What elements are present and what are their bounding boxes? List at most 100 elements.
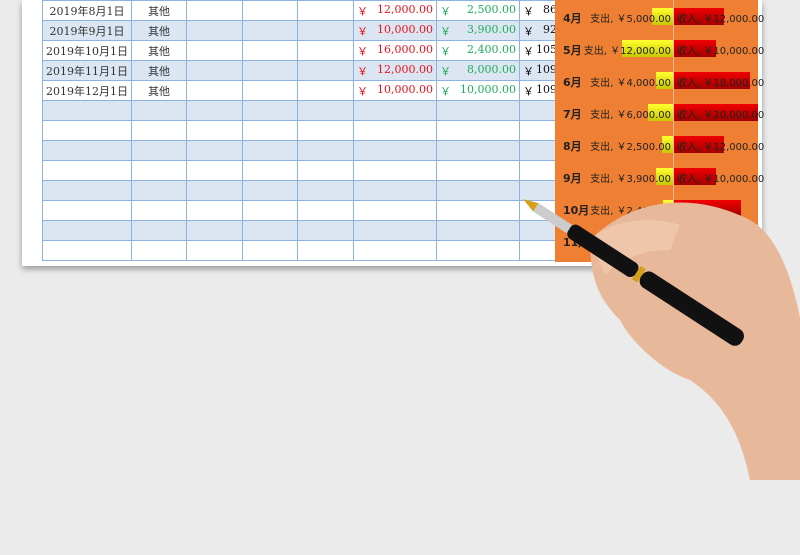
empty-cell[interactable] bbox=[242, 120, 298, 141]
empty-cell[interactable] bbox=[131, 140, 187, 161]
empty-cell[interactable] bbox=[242, 20, 298, 41]
empty-cell[interactable] bbox=[131, 120, 187, 141]
date-cell[interactable]: 2019年11月1日 bbox=[42, 60, 132, 81]
date-cell[interactable]: 2019年9月1日 bbox=[42, 20, 132, 41]
empty-cell[interactable] bbox=[131, 200, 187, 221]
income-cell[interactable]: ￥ 10,000.00 bbox=[353, 20, 437, 41]
type-cell[interactable]: 其他 bbox=[131, 80, 187, 101]
empty-cell[interactable] bbox=[242, 220, 298, 241]
empty-cell[interactable] bbox=[297, 240, 354, 261]
expense-cell[interactable]: ￥ 2,500.00 bbox=[436, 0, 520, 21]
type-cell[interactable]: 其他 bbox=[131, 40, 187, 61]
income-cell[interactable]: ￥ 12,000.00 bbox=[353, 60, 437, 81]
income-cell[interactable]: ￥ 12,000.00 bbox=[353, 0, 437, 21]
empty-cell[interactable] bbox=[436, 160, 520, 181]
expense-bar bbox=[651, 8, 673, 25]
income-bar bbox=[673, 104, 758, 121]
date-cell[interactable]: 2019年12月1日 bbox=[42, 80, 132, 101]
empty-cell[interactable] bbox=[436, 240, 520, 261]
income-cell[interactable]: ￥ 10,000.00 bbox=[353, 80, 437, 101]
month-label: 7月 bbox=[563, 108, 582, 121]
income-cell[interactable]: ￥ 16,000.00 bbox=[353, 40, 437, 61]
type-cell[interactable]: 其他 bbox=[131, 20, 187, 41]
empty-cell[interactable] bbox=[297, 140, 354, 161]
empty-cell[interactable] bbox=[242, 200, 298, 221]
empty-cell[interactable] bbox=[353, 160, 437, 181]
empty-cell[interactable] bbox=[131, 240, 187, 261]
empty-cell[interactable] bbox=[186, 120, 243, 141]
empty-cell[interactable] bbox=[297, 120, 354, 141]
empty-cell[interactable] bbox=[186, 80, 243, 101]
expense-cell[interactable]: ￥ 8,000.00 bbox=[436, 60, 520, 81]
empty-cell[interactable] bbox=[242, 60, 298, 81]
empty-cell[interactable] bbox=[353, 140, 437, 161]
empty-cell[interactable] bbox=[353, 100, 437, 121]
date-cell[interactable]: 2019年8月1日 bbox=[42, 0, 132, 21]
empty-cell[interactable] bbox=[186, 140, 243, 161]
empty-cell[interactable] bbox=[42, 100, 132, 121]
empty-cell[interactable] bbox=[436, 180, 520, 201]
empty-cell[interactable] bbox=[186, 200, 243, 221]
empty-cell[interactable] bbox=[297, 0, 354, 21]
empty-cell[interactable] bbox=[186, 160, 243, 181]
empty-cell[interactable] bbox=[242, 100, 298, 121]
income-value: 10,000.00 bbox=[377, 22, 433, 36]
empty-cell[interactable] bbox=[42, 160, 132, 181]
expense-cell[interactable]: ￥ 2,400.00 bbox=[436, 40, 520, 61]
empty-cell[interactable] bbox=[436, 100, 520, 121]
empty-cell[interactable] bbox=[42, 240, 132, 261]
empty-cell[interactable] bbox=[42, 200, 132, 221]
empty-cell[interactable] bbox=[42, 180, 132, 201]
empty-cell[interactable] bbox=[297, 100, 354, 121]
empty-cell[interactable] bbox=[353, 120, 437, 141]
empty-cell[interactable] bbox=[297, 160, 354, 181]
income-value: 12,000.00 bbox=[377, 62, 433, 76]
empty-cell[interactable] bbox=[42, 120, 132, 141]
empty-cell[interactable] bbox=[353, 240, 437, 261]
income-value: 16,000.00 bbox=[377, 42, 433, 56]
empty-cell[interactable] bbox=[242, 0, 298, 21]
empty-cell[interactable] bbox=[242, 180, 298, 201]
date: 2019年8月1日 bbox=[49, 4, 125, 18]
empty-cell[interactable] bbox=[353, 180, 437, 201]
empty-cell[interactable] bbox=[186, 220, 243, 241]
empty-cell[interactable] bbox=[297, 80, 354, 101]
empty-cell[interactable] bbox=[297, 40, 354, 61]
empty-cell[interactable] bbox=[131, 180, 187, 201]
empty-cell[interactable] bbox=[297, 60, 354, 81]
empty-cell[interactable] bbox=[42, 220, 132, 241]
empty-cell[interactable] bbox=[242, 80, 298, 101]
empty-cell[interactable] bbox=[353, 220, 437, 241]
empty-cell[interactable] bbox=[186, 100, 243, 121]
empty-cell[interactable] bbox=[186, 20, 243, 41]
expense-cell[interactable]: ￥ 10,000.00 bbox=[436, 80, 520, 101]
empty-cell[interactable] bbox=[186, 40, 243, 61]
empty-cell[interactable] bbox=[186, 240, 243, 261]
empty-cell[interactable] bbox=[297, 200, 354, 221]
empty-cell[interactable] bbox=[436, 200, 520, 221]
empty-cell[interactable] bbox=[297, 180, 354, 201]
empty-cell[interactable] bbox=[186, 60, 243, 81]
date-cell[interactable]: 2019年10月1日 bbox=[42, 40, 132, 61]
empty-cell[interactable] bbox=[297, 220, 354, 241]
empty-cell[interactable] bbox=[436, 220, 520, 241]
empty-cell[interactable] bbox=[242, 140, 298, 161]
table-row bbox=[42, 140, 603, 161]
empty-cell[interactable] bbox=[242, 240, 298, 261]
empty-cell[interactable] bbox=[242, 40, 298, 61]
income-data-label: 收入, ￥18,000.00 bbox=[677, 78, 765, 89]
empty-cell[interactable] bbox=[186, 180, 243, 201]
empty-cell[interactable] bbox=[186, 0, 243, 21]
empty-cell[interactable] bbox=[297, 20, 354, 41]
expense-cell[interactable]: ￥ 3,900.00 bbox=[436, 20, 520, 41]
empty-cell[interactable] bbox=[436, 140, 520, 161]
empty-cell[interactable] bbox=[42, 140, 132, 161]
empty-cell[interactable] bbox=[436, 120, 520, 141]
type-cell[interactable]: 其他 bbox=[131, 0, 187, 21]
empty-cell[interactable] bbox=[353, 200, 437, 221]
empty-cell[interactable] bbox=[131, 220, 187, 241]
type-cell[interactable]: 其他 bbox=[131, 60, 187, 81]
empty-cell[interactable] bbox=[131, 100, 187, 121]
empty-cell[interactable] bbox=[242, 160, 298, 181]
empty-cell[interactable] bbox=[131, 160, 187, 181]
